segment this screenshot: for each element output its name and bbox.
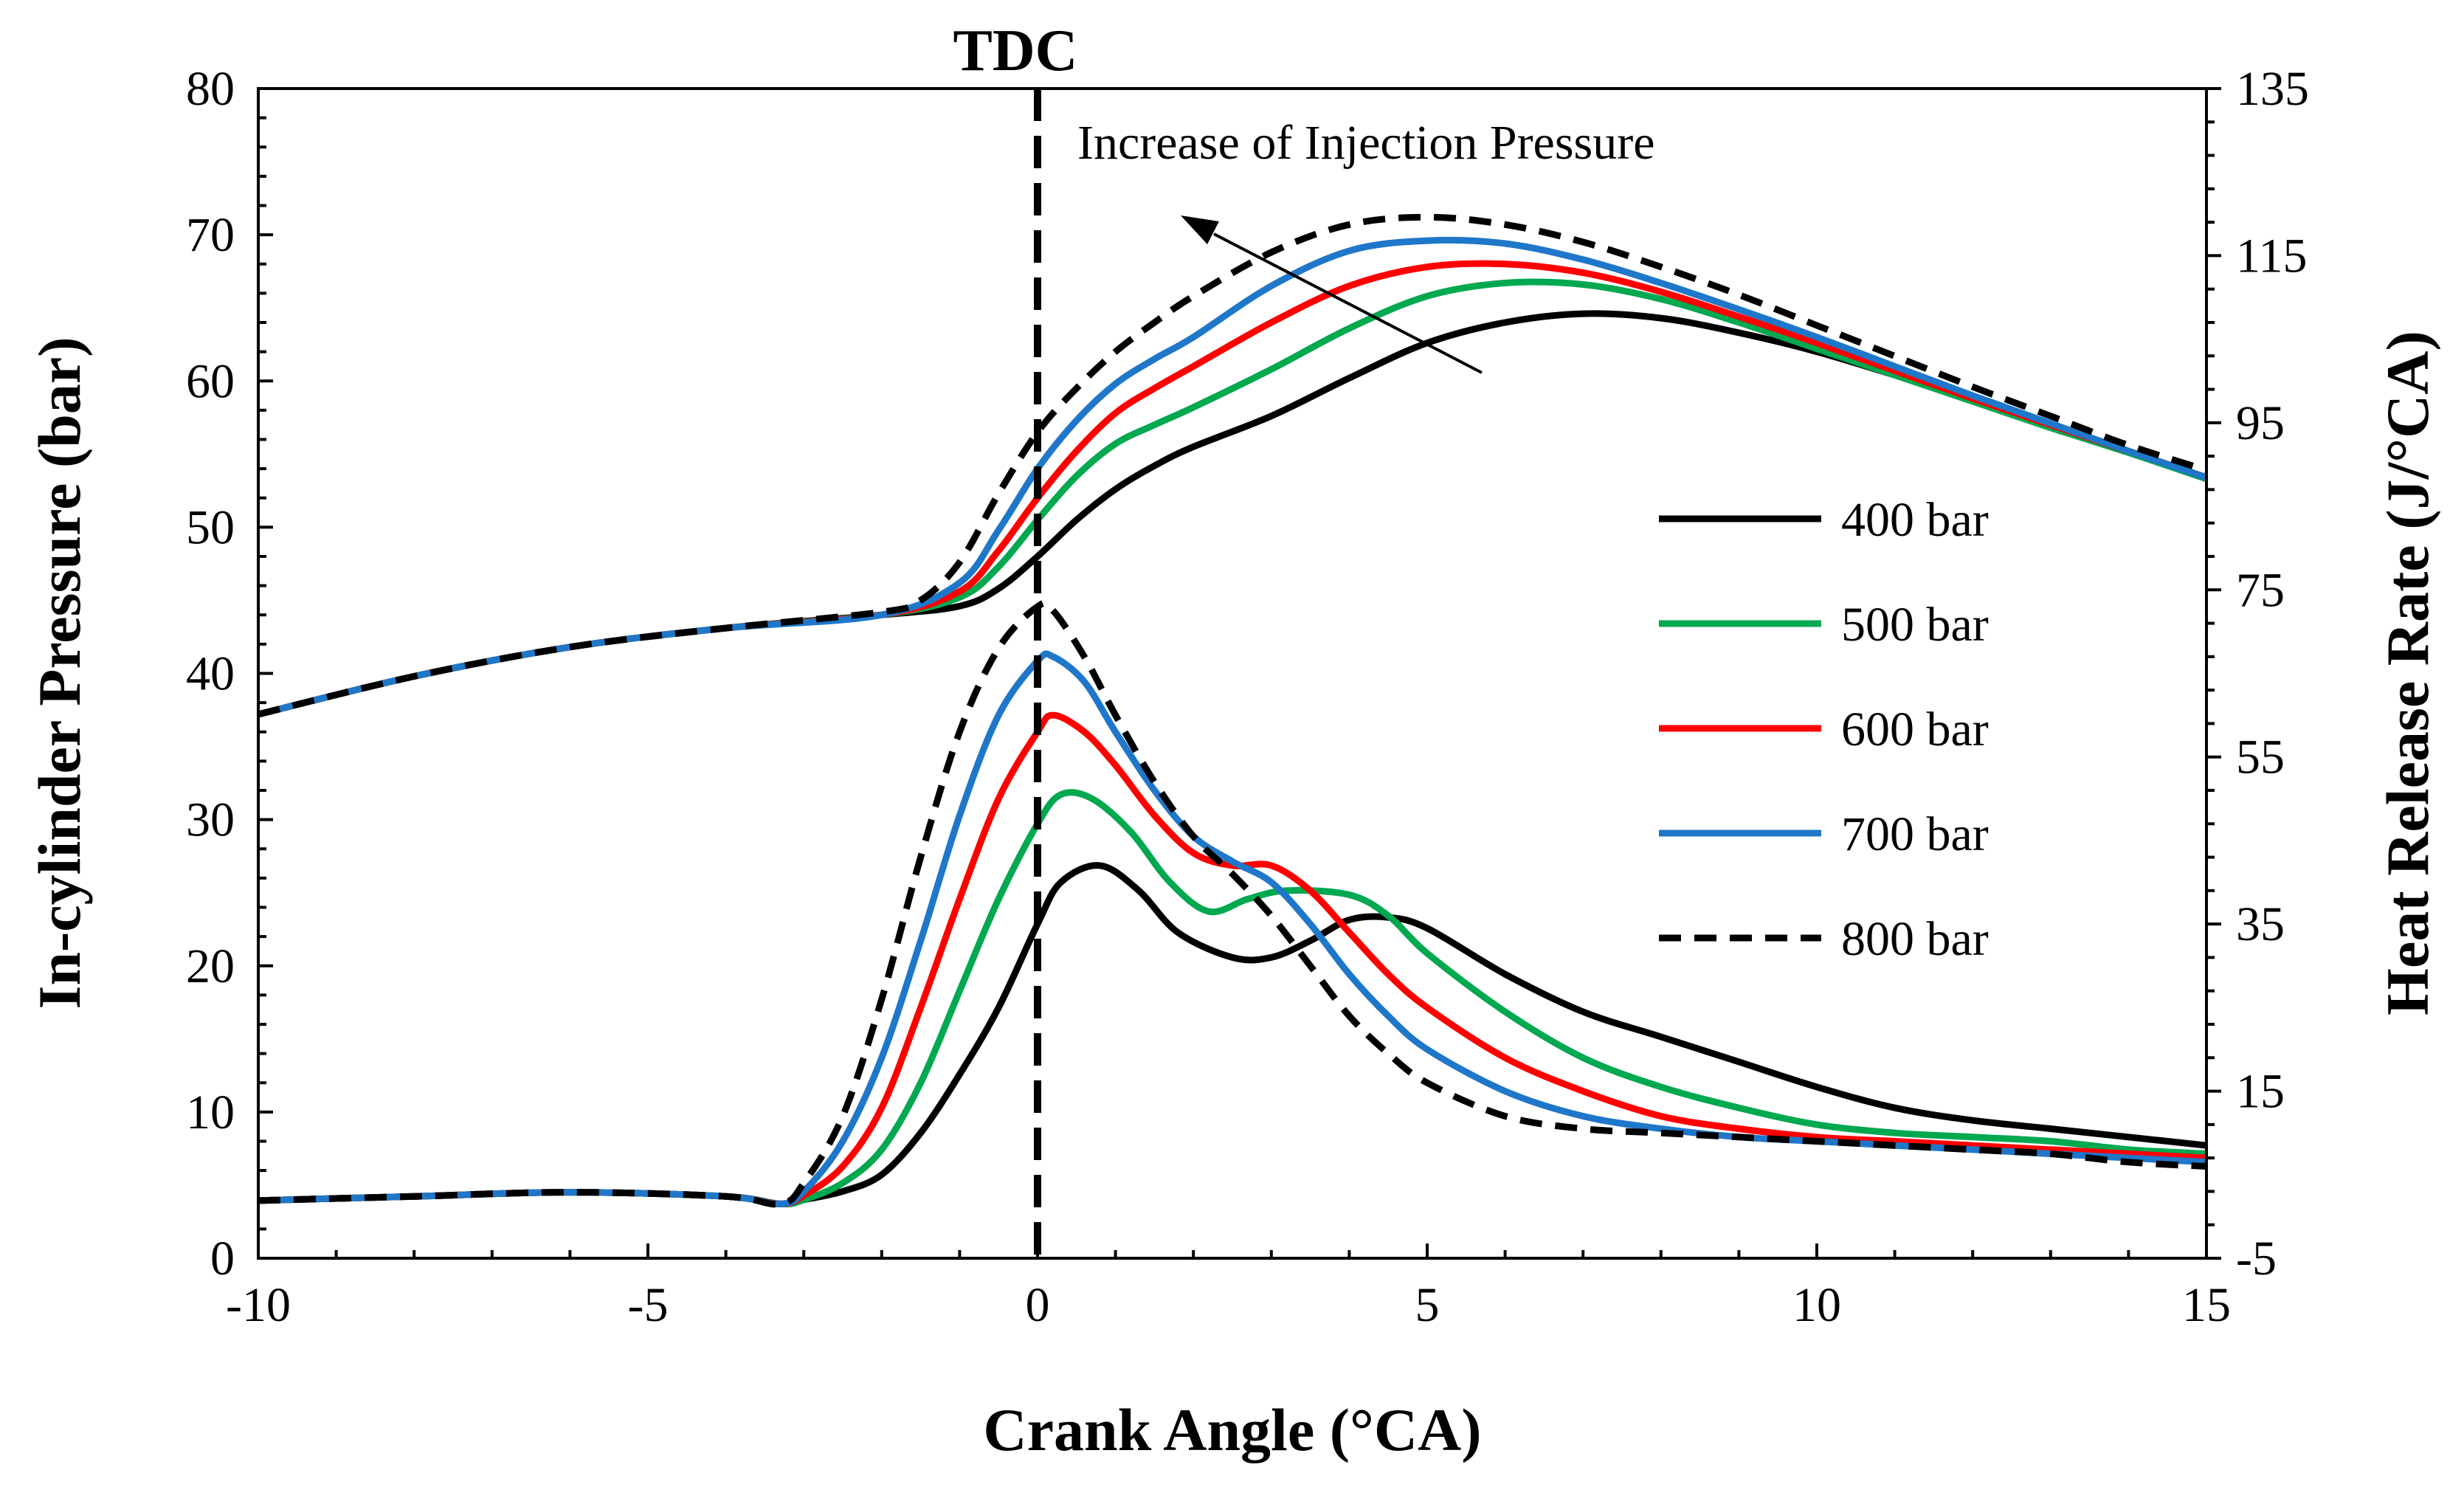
y-right-tick-label: 15	[2236, 1065, 2285, 1119]
y-right-tick-label: -5	[2236, 1232, 2277, 1286]
y-axis-right-title: Heat Release Rate (J/°CA)	[2374, 331, 2441, 1015]
y-left-tick-label: 70	[186, 208, 235, 262]
y-left-tick-label: 80	[186, 62, 235, 116]
legend-label: 400 bar	[1841, 493, 1989, 547]
y-right-tick-label: 35	[2236, 897, 2285, 951]
y-right-tick-label: 75	[2236, 563, 2285, 617]
y-right-tick-label: 115	[2236, 229, 2308, 283]
tdc-label: TDC	[953, 18, 1078, 83]
legend-label: 500 bar	[1841, 598, 1989, 652]
y-right-tick-label: 55	[2236, 731, 2285, 784]
x-axis-title: Crank Angle (°CA)	[983, 1396, 1481, 1463]
y-left-tick-label: 60	[186, 354, 235, 408]
arrow-shaft	[1213, 232, 1483, 374]
pressure-line-700-bar	[257, 236, 2208, 718]
x-tick-label: 5	[1415, 1278, 1440, 1332]
plot-frame	[257, 87, 2208, 1260]
heat-release-line-800-bar	[258, 599, 2207, 1208]
ticks-layer: -10 -5 0 5 10 1501020304050607080-51535557595…	[186, 62, 2309, 1332]
legend: 400 bar 500 bar 600 bar 700 bar 800 bar	[1659, 493, 1989, 966]
legend-label: 600 bar	[1841, 703, 1989, 756]
annotation-increase-injection-pressure: Increase of Injection Pressure	[1077, 116, 1655, 170]
y-left-tick-label: 0	[210, 1232, 235, 1286]
x-tick-label: 15	[2182, 1278, 2231, 1332]
x-tick-label: 10	[1792, 1278, 1841, 1332]
y-left-tick-label: 30	[186, 793, 235, 847]
y-axis-left-title: In-cylinder Pressure (bar)	[26, 337, 93, 1009]
legend-label: 700 bar	[1841, 807, 1989, 861]
x-tick-label: 0	[1026, 1278, 1050, 1332]
y-left-tick-label: 20	[186, 939, 235, 993]
y-right-tick-label: 135	[2236, 62, 2309, 116]
x-tick-label: -10	[226, 1278, 291, 1332]
y-left-tick-label: 50	[186, 500, 235, 554]
series-layer	[257, 213, 2208, 1208]
y-left-tick-label: 40	[186, 647, 235, 701]
pressure-line-800-bar	[257, 213, 2208, 718]
annotation-arrow	[1181, 215, 1483, 374]
arrow-head	[1181, 215, 1219, 244]
legend-label: 800 bar	[1841, 912, 1989, 966]
x-tick-label: -5	[628, 1278, 669, 1332]
y-right-tick-label: 95	[2236, 396, 2285, 450]
y-left-tick-label: 10	[186, 1086, 235, 1139]
